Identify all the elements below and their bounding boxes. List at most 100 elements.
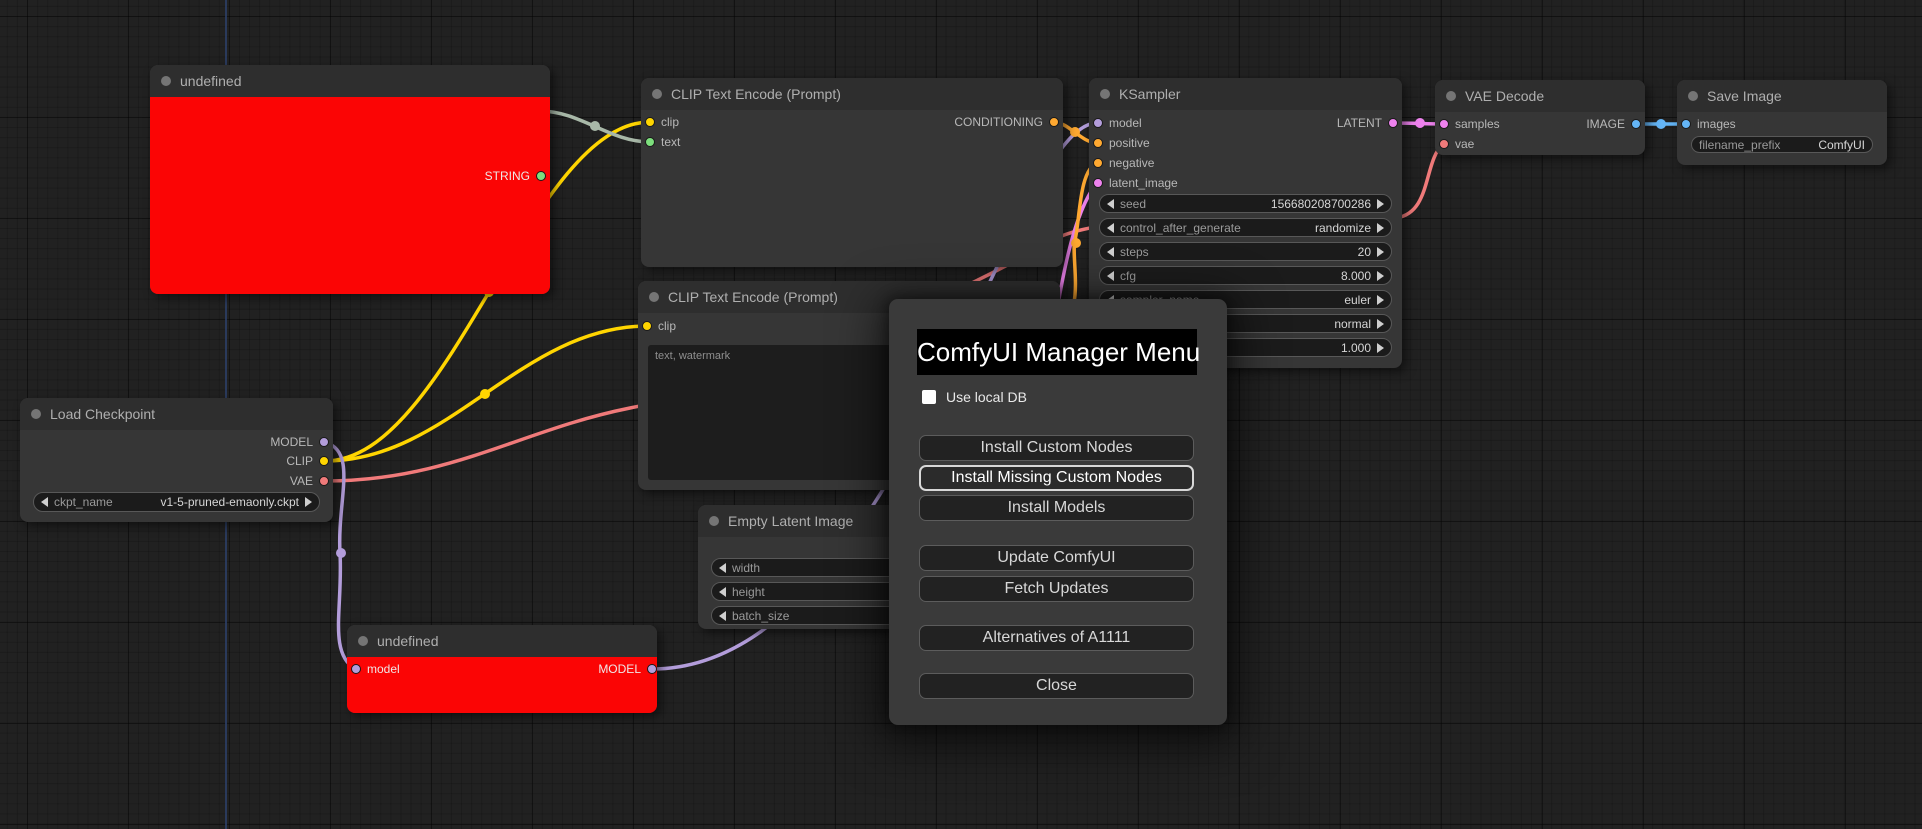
decrement-arrow-icon[interactable] [719,586,726,597]
decrement-arrow-icon[interactable] [1107,198,1114,209]
node-title-bar[interactable]: Load Checkpoint [20,398,333,430]
output-port-image[interactable] [1631,119,1641,129]
collapse-dot-icon[interactable] [1688,91,1698,101]
widget-steps[interactable]: steps 20 [1099,242,1392,261]
port-label: LATENT [1336,116,1382,130]
node-title-bar[interactable]: VAE Decode [1435,80,1645,112]
node-title-bar[interactable]: undefined [347,625,657,657]
widget-value: 20 [1357,244,1371,259]
collapse-dot-icon[interactable] [161,76,171,86]
increment-arrow-icon[interactable] [1377,318,1384,329]
output-port-clip[interactable] [319,456,329,466]
port-label: CONDITIONING [954,115,1043,129]
widget-ckpt-name[interactable]: ckpt_name v1-5-pruned-emaonly.ckpt [33,492,320,512]
close-button[interactable]: Close [919,673,1194,699]
decrement-arrow-icon[interactable] [719,610,726,621]
widget-seed[interactable]: seed 156680208700286 [1099,194,1392,213]
decrement-arrow-icon[interactable] [1107,270,1114,281]
collapse-dot-icon[interactable] [1100,89,1110,99]
node-vae-decode[interactable]: VAE Decode samples vae IMAGE [1435,80,1645,155]
decrement-arrow-icon[interactable] [719,562,726,573]
increment-arrow-icon[interactable] [1377,342,1384,353]
collapse-dot-icon[interactable] [652,89,662,99]
install-models-button[interactable]: Install Models [919,495,1194,521]
link-dot-clip2[interactable] [480,389,490,399]
port-label: positive [1109,136,1150,150]
increment-arrow-icon[interactable] [1377,294,1384,305]
node-error-body [150,97,550,294]
node-load-checkpoint[interactable]: Load Checkpoint MODEL CLIP VAE ckpt_name… [20,398,333,522]
node-title: undefined [377,633,439,649]
input-port-vae[interactable] [1439,139,1449,149]
fetch-updates-button[interactable]: Fetch Updates [919,576,1194,602]
input-port-positive[interactable] [1093,138,1103,148]
input-port-model[interactable] [351,664,361,674]
collapse-dot-icon[interactable] [358,636,368,646]
link-dot-string[interactable] [590,121,600,131]
output-port-model[interactable] [647,664,657,674]
widget-control-after-generate[interactable]: control_after_generate randomize [1099,218,1392,237]
widget-value: ComfyUI [1818,137,1865,152]
port-label: text [661,135,681,149]
port-label: model [1109,116,1142,130]
port-label: latent_image [1109,176,1178,190]
input-port-clip[interactable] [645,117,655,127]
input-port-clip[interactable] [642,321,652,331]
use-local-db-checkbox[interactable] [922,390,936,404]
widget-cfg[interactable]: cfg 8.000 [1099,266,1392,285]
input-port-model[interactable] [1093,118,1103,128]
input-port-negative[interactable] [1093,158,1103,168]
input-port-text[interactable] [645,137,655,147]
link-dot-model[interactable] [336,548,346,558]
decrement-arrow-icon[interactable] [1107,222,1114,233]
input-port-latent-image[interactable] [1093,178,1103,188]
node-title: VAE Decode [1465,88,1545,104]
node-clip-text-encode-1[interactable]: CLIP Text Encode (Prompt) clip text COND… [641,78,1063,267]
comfyui-manager-dialog: ComfyUI Manager Menu Use local DB Instal… [889,299,1227,725]
decrement-arrow-icon[interactable] [1107,246,1114,257]
collapse-dot-icon[interactable] [649,292,659,302]
node-undefined-bottom[interactable]: undefined model MODEL [347,625,657,713]
node-save-image[interactable]: Save Image images filename_prefix ComfyU… [1677,80,1887,165]
link-dot-image[interactable] [1656,119,1666,129]
input-port-images[interactable] [1681,119,1691,129]
output-port-latent[interactable] [1388,118,1398,128]
link-dot-positive[interactable] [1070,127,1080,137]
output-port-model[interactable] [319,437,329,447]
widget-name: cfg [1120,268,1137,283]
port-label: CLIP [286,454,313,468]
output-port-vae[interactable] [319,476,329,486]
port-label: MODEL [598,662,641,676]
increment-arrow-icon[interactable] [1377,270,1384,281]
node-title-bar[interactable]: CLIP Text Encode (Prompt) [641,78,1063,110]
update-comfyui-button[interactable]: Update ComfyUI [919,545,1194,571]
output-port-string[interactable] [536,171,546,181]
node-title-bar[interactable]: Save Image [1677,80,1887,112]
widget-name: filename_prefix [1699,137,1781,152]
install-missing-custom-nodes-button[interactable]: Install Missing Custom Nodes [919,465,1194,491]
widget-name: ckpt_name [54,495,113,509]
use-local-db-label: Use local DB [946,389,1027,405]
dialog-title: ComfyUI Manager Menu [917,329,1200,375]
collapse-dot-icon[interactable] [31,409,41,419]
collapse-dot-icon[interactable] [1446,91,1456,101]
link-dot-negative[interactable] [1071,238,1081,248]
collapse-dot-icon[interactable] [709,516,719,526]
increment-arrow-icon[interactable] [1377,222,1384,233]
increment-arrow-icon[interactable] [1377,198,1384,209]
decrement-arrow-icon[interactable] [41,497,48,507]
increment-arrow-icon[interactable] [1377,246,1384,257]
widget-name: height [732,584,765,599]
input-port-samples[interactable] [1439,119,1449,129]
increment-arrow-icon[interactable] [305,497,312,507]
widget-value: 1.000 [1340,340,1371,355]
install-custom-nodes-button[interactable]: Install Custom Nodes [919,435,1194,461]
output-port-conditioning[interactable] [1049,117,1059,127]
node-title-bar[interactable]: undefined [150,65,550,97]
widget-filename-prefix[interactable]: filename_prefix ComfyUI [1691,136,1873,153]
alternatives-of-a1111-button[interactable]: Alternatives of A1111 [919,625,1194,651]
link-dot-latent[interactable] [1415,118,1425,128]
node-title-bar[interactable]: KSampler [1089,78,1402,110]
node-undefined-top[interactable]: undefined STRING [150,65,550,294]
